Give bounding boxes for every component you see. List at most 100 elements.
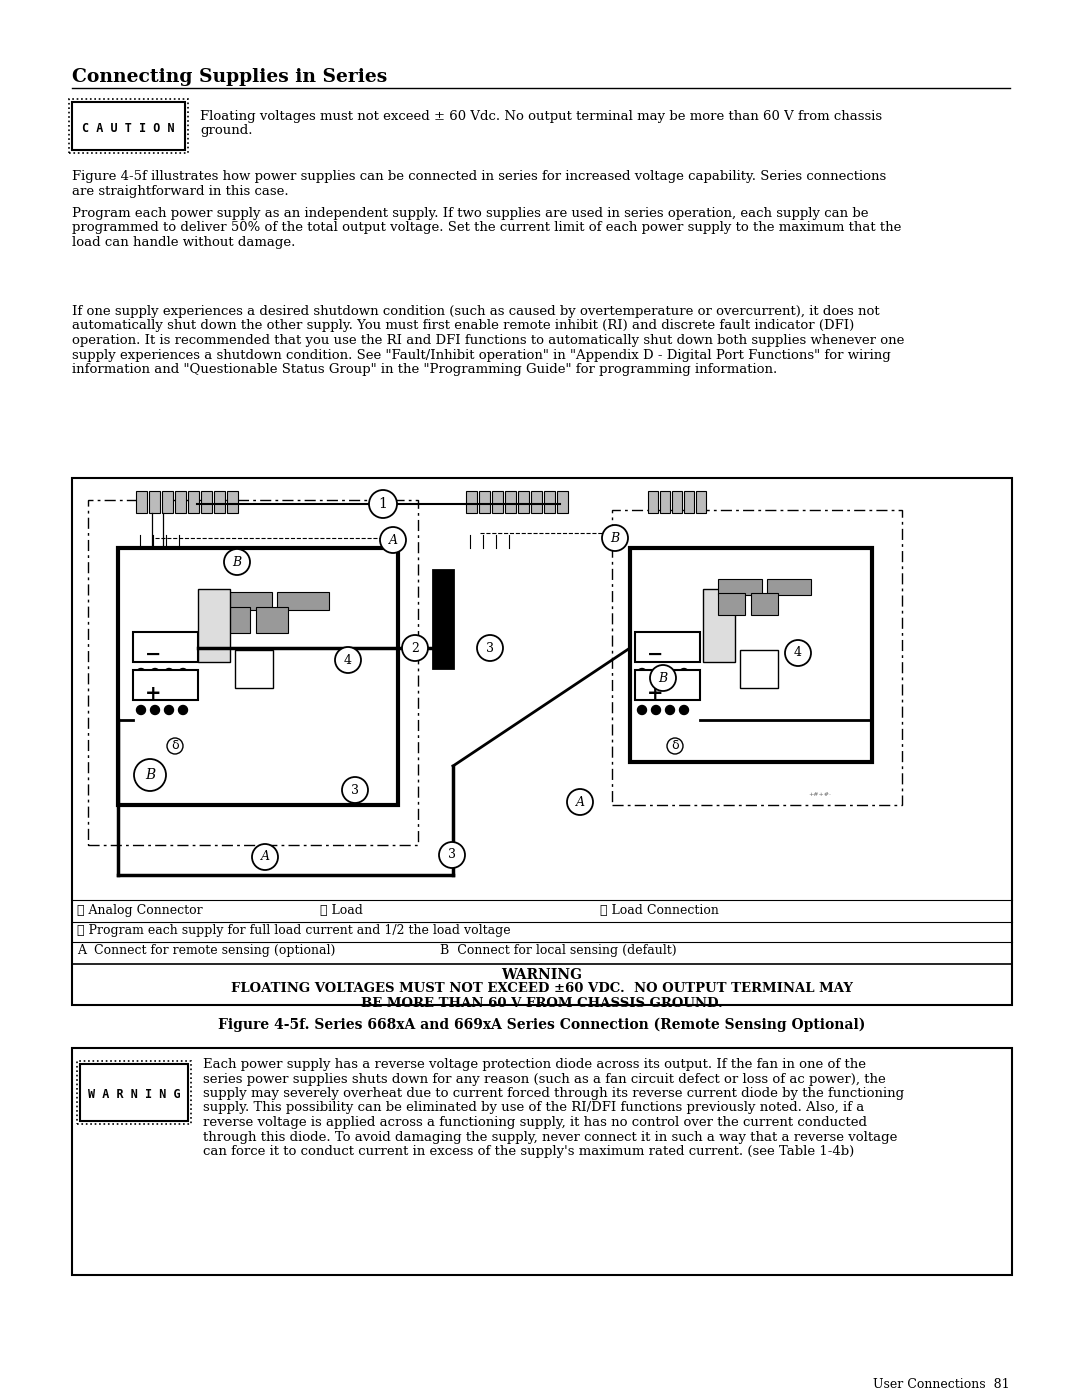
Circle shape — [150, 669, 160, 678]
Bar — [256, 608, 288, 633]
Text: A  Connect for remote sensing (optional): A Connect for remote sensing (optional) — [77, 944, 336, 957]
Text: B: B — [610, 531, 620, 545]
Circle shape — [651, 705, 661, 714]
Bar — [557, 490, 568, 513]
Bar — [635, 631, 700, 662]
Bar — [72, 478, 1012, 1004]
Bar — [465, 490, 477, 513]
Bar — [660, 490, 670, 513]
Bar — [87, 500, 418, 845]
Text: 4: 4 — [794, 647, 802, 659]
Circle shape — [134, 759, 166, 791]
Circle shape — [342, 777, 368, 803]
Text: ② Load: ② Load — [320, 904, 363, 916]
Circle shape — [637, 669, 647, 678]
Bar — [72, 102, 185, 149]
Bar — [696, 490, 706, 513]
Text: 1: 1 — [379, 497, 388, 511]
Text: 3: 3 — [486, 641, 494, 655]
Bar — [433, 570, 453, 668]
Bar — [149, 490, 160, 513]
Bar — [531, 490, 542, 513]
Text: supply may severely overheat due to current forced through its reverse current d: supply may severely overheat due to curr… — [203, 1087, 904, 1099]
Text: supply. This possibility can be eliminated by use of the RI/DFI functions previo: supply. This possibility can be eliminat… — [203, 1101, 864, 1115]
Bar — [214, 490, 225, 513]
Text: load can handle without damage.: load can handle without damage. — [72, 236, 295, 249]
Text: Figure 4-5f. Series 668xA and 669xA Series Connection (Remote Sensing Optional): Figure 4-5f. Series 668xA and 669xA Seri… — [218, 1018, 866, 1032]
Text: +#+#·: +#+#· — [809, 792, 832, 798]
Circle shape — [335, 647, 361, 673]
Circle shape — [679, 669, 689, 678]
Text: B: B — [145, 768, 156, 782]
Bar — [492, 490, 503, 513]
Text: −: − — [433, 648, 448, 666]
Text: A: A — [389, 534, 397, 546]
Text: ground.: ground. — [200, 124, 253, 137]
Circle shape — [602, 525, 627, 550]
Circle shape — [252, 844, 278, 870]
Text: B  Connect for local sensing (default): B Connect for local sensing (default) — [440, 944, 677, 957]
Text: +: + — [145, 685, 161, 703]
Bar — [162, 490, 173, 513]
Text: Floating voltages must not exceed ± 60 Vdc. No output terminal may be more than : Floating voltages must not exceed ± 60 V… — [200, 110, 882, 123]
Text: δ: δ — [671, 739, 679, 752]
Circle shape — [178, 669, 188, 678]
Text: ④ Program each supply for full load current and 1/2 the load voltage: ④ Program each supply for full load curr… — [77, 923, 511, 937]
Bar — [133, 671, 198, 700]
Bar — [201, 490, 212, 513]
Text: 3: 3 — [351, 784, 359, 796]
Circle shape — [650, 665, 676, 692]
Text: C A U T I O N: C A U T I O N — [82, 122, 174, 136]
Text: programmed to deliver 50% of the total output voltage. Set the current limit of : programmed to deliver 50% of the total o… — [72, 222, 902, 235]
Bar — [718, 592, 745, 615]
Text: ③ Load Connection: ③ Load Connection — [600, 904, 719, 916]
Text: automatically shut down the other supply. You must first enable remote inhibit (: automatically shut down the other supply… — [72, 320, 854, 332]
Bar — [276, 592, 329, 610]
Bar — [227, 490, 238, 513]
Circle shape — [164, 669, 174, 678]
Text: series power supplies shuts down for any reason (such as a fan circuit defect or: series power supplies shuts down for any… — [203, 1073, 886, 1085]
Circle shape — [438, 842, 465, 868]
Bar — [505, 490, 516, 513]
Circle shape — [665, 669, 675, 678]
Text: B: B — [232, 556, 242, 569]
Text: W A R N I N G: W A R N I N G — [87, 1088, 180, 1101]
Bar — [222, 608, 249, 633]
Bar — [72, 1048, 1012, 1275]
Bar — [635, 671, 700, 700]
Text: −: − — [145, 645, 161, 664]
Bar — [740, 650, 778, 687]
Text: can force it to conduct current in excess of the supply's maximum rated current.: can force it to conduct current in exces… — [203, 1146, 854, 1158]
Bar — [198, 590, 230, 662]
Bar — [612, 510, 902, 805]
Text: Each power supply has a reverse voltage protection diode across its output. If t: Each power supply has a reverse voltage … — [203, 1058, 866, 1071]
Circle shape — [402, 636, 428, 661]
Circle shape — [651, 669, 661, 678]
Circle shape — [665, 705, 675, 714]
Bar — [188, 490, 199, 513]
Bar — [703, 590, 735, 662]
Text: A: A — [576, 795, 584, 809]
Bar — [69, 99, 188, 154]
Circle shape — [380, 527, 406, 553]
Circle shape — [567, 789, 593, 814]
Bar — [648, 490, 658, 513]
Text: are straightforward in this case.: are straightforward in this case. — [72, 184, 288, 197]
Bar — [718, 578, 762, 595]
Bar — [751, 592, 778, 615]
Text: −: − — [647, 645, 663, 664]
Text: 4: 4 — [345, 654, 352, 666]
Text: ① Analog Connector: ① Analog Connector — [77, 904, 203, 916]
Bar — [672, 490, 681, 513]
Bar — [767, 578, 811, 595]
Text: A: A — [260, 851, 270, 863]
Text: 2: 2 — [411, 641, 419, 655]
Circle shape — [224, 549, 249, 576]
Text: FLOATING VOLTAGES MUST NOT EXCEED ±60 VDC.  NO OUTPUT TERMINAL MAY: FLOATING VOLTAGES MUST NOT EXCEED ±60 VD… — [231, 982, 853, 995]
Bar — [544, 490, 555, 513]
Circle shape — [150, 705, 160, 714]
Text: B: B — [659, 672, 667, 685]
Circle shape — [136, 669, 146, 678]
Circle shape — [136, 705, 146, 714]
Text: Figure 4-5f illustrates how power supplies can be connected in series for increa: Figure 4-5f illustrates how power suppli… — [72, 170, 887, 183]
